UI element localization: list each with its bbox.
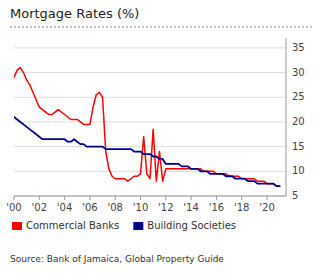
legend-swatch <box>12 222 22 230</box>
y-grid-line <box>14 47 286 48</box>
y-grid-line <box>14 146 286 147</box>
y-axis-line <box>286 38 287 196</box>
y-tick-label: 20 <box>292 116 305 127</box>
x-tick <box>216 196 217 200</box>
y-grid-line <box>14 121 286 122</box>
x-tick-label: '20 <box>259 202 274 213</box>
x-tick <box>140 196 141 200</box>
source: Source: Bank of Jamaica, Global Property… <box>10 254 224 264</box>
y-tick-label: 15 <box>292 141 305 152</box>
x-tick-label: '12 <box>158 202 173 213</box>
x-tick-label: '04 <box>57 202 72 213</box>
x-tick <box>241 196 242 200</box>
legend-swatch <box>133 222 143 230</box>
y-tick-label: 30 <box>292 67 305 78</box>
series-line <box>14 117 280 186</box>
title: Mortgage Rates (%) <box>10 6 139 21</box>
x-tick-label: '18 <box>234 202 249 213</box>
legend-label: Commercial Banks <box>26 220 119 231</box>
x-tick-label: '08 <box>107 202 122 213</box>
legend: Commercial Banks Building Societies <box>12 220 236 231</box>
x-tick-label: '00 <box>6 202 21 213</box>
x-tick <box>14 196 15 200</box>
y-tick-label: 5 <box>292 190 298 201</box>
x-tick-label: '14 <box>183 202 198 213</box>
chart: Mortgage Rates (%) 5 10 15 20 25 30 35 '00 '02 '04… <box>0 0 324 274</box>
y-grid-line <box>14 72 286 73</box>
x-tick-label: '16 <box>209 202 224 213</box>
x-tick <box>165 196 166 200</box>
x-tick-label: '02 <box>32 202 47 213</box>
grid <box>14 48 286 196</box>
plot-area <box>14 68 280 187</box>
background <box>0 0 324 274</box>
y-tick-label: 25 <box>292 91 305 102</box>
y-tick-label: 10 <box>292 165 305 176</box>
series-line <box>14 68 280 187</box>
title-separator <box>10 27 314 28</box>
x-tick <box>89 196 90 200</box>
y-grid-line <box>14 196 286 197</box>
x-tick-label: '06 <box>82 202 97 213</box>
x-tick <box>267 196 268 200</box>
legend-label: Building Societies <box>147 220 236 231</box>
x-tick <box>115 196 116 200</box>
x-tick <box>191 196 192 200</box>
x-tick <box>64 196 65 200</box>
x-axis-line <box>14 196 286 197</box>
x-tick <box>39 196 40 200</box>
x-tick-label: '10 <box>133 202 148 213</box>
y-grid-line <box>14 97 286 98</box>
y-tick-label: 35 <box>292 42 305 53</box>
